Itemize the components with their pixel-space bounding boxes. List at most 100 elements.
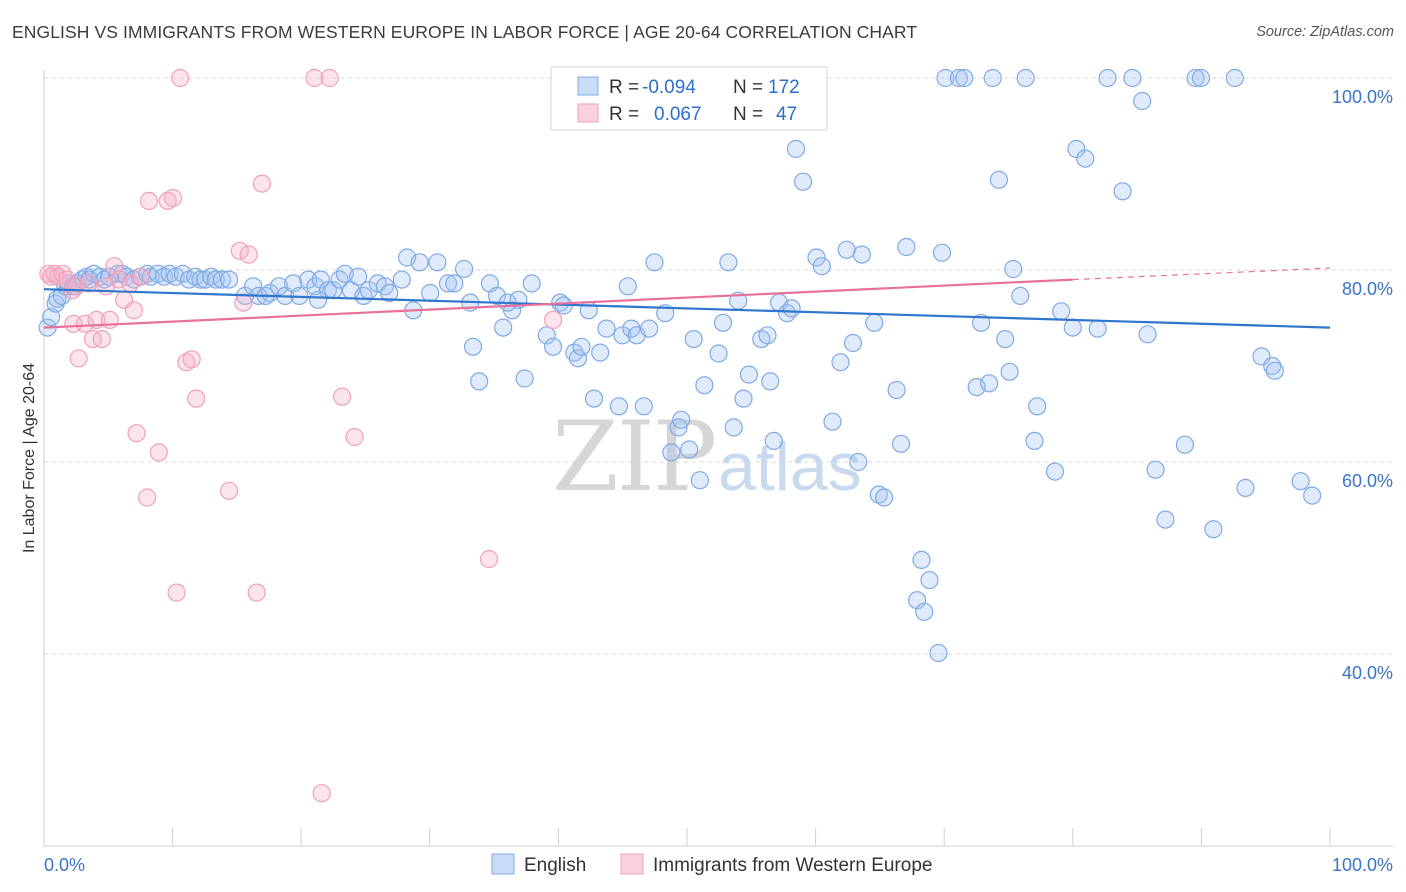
english-point xyxy=(645,253,664,272)
english-point xyxy=(380,283,399,303)
english-point xyxy=(912,550,931,570)
english-point xyxy=(445,274,464,293)
english-point xyxy=(983,68,1002,88)
immigrants-point xyxy=(69,349,88,368)
english-point xyxy=(1186,68,1205,88)
english-point xyxy=(865,313,884,332)
english-point xyxy=(1225,68,1244,88)
english-point xyxy=(823,412,842,431)
english-point xyxy=(786,139,806,159)
english-point xyxy=(949,68,969,88)
english-point xyxy=(929,643,948,663)
english-point xyxy=(470,372,489,391)
legend-top: R = -0.094 N = 172 R = 0.067 N = 47 xyxy=(550,66,828,131)
english-point xyxy=(734,389,753,408)
immigrants-point xyxy=(131,267,151,286)
english-point xyxy=(989,170,1009,189)
immigrants-point xyxy=(345,427,364,447)
immigrants-point xyxy=(543,310,563,329)
data-points xyxy=(38,68,1322,803)
english-point xyxy=(212,270,232,289)
y-axis-label: In Labor Force | Age 20-64 xyxy=(21,363,38,553)
x-tick-label-max: 100.0% xyxy=(1332,855,1393,875)
english-point xyxy=(1133,91,1152,111)
english-point xyxy=(1204,520,1223,539)
legend-english-r-value: -0.094 xyxy=(642,77,696,98)
x-tick-label-min: 0.0% xyxy=(44,855,85,875)
english-point xyxy=(1063,318,1082,337)
english-point xyxy=(1098,68,1117,88)
english-point xyxy=(634,397,653,416)
english-point xyxy=(887,380,906,400)
english-point xyxy=(831,353,850,372)
english-point xyxy=(1076,149,1095,168)
english-point xyxy=(349,267,368,286)
english-point xyxy=(410,253,429,272)
english-point xyxy=(572,337,591,356)
english-point xyxy=(695,376,714,395)
english-point xyxy=(971,313,991,332)
immigrants-point xyxy=(139,191,159,210)
immigrants-point xyxy=(230,241,249,260)
english-point xyxy=(891,434,911,453)
english-point xyxy=(640,319,659,338)
immigrants-trend-extension xyxy=(1072,267,1331,281)
english-point xyxy=(309,290,328,309)
english-point xyxy=(1088,319,1107,338)
english-point xyxy=(837,240,856,259)
english-trend-line xyxy=(43,288,1331,329)
english-point xyxy=(1016,68,1035,88)
english-point xyxy=(1146,460,1165,479)
legend-bottom-english-label: English xyxy=(524,855,586,876)
legend-bottom-english-swatch xyxy=(491,853,515,875)
legend-bottom-immigrants-label: Immigrants from Western Europe xyxy=(653,855,932,876)
english-point xyxy=(672,410,691,429)
immigrants-point xyxy=(105,257,124,276)
english-point xyxy=(206,270,225,289)
english-point xyxy=(1113,182,1132,201)
english-point xyxy=(1138,325,1157,344)
english-point xyxy=(1011,286,1030,305)
english-point xyxy=(1303,486,1322,505)
english-point xyxy=(428,253,447,272)
english-point xyxy=(269,277,289,296)
immigrants-point xyxy=(127,424,146,443)
immigrants-point xyxy=(220,481,239,500)
english-point xyxy=(897,237,916,257)
immigrants-point xyxy=(124,301,143,320)
english-point xyxy=(1191,68,1211,88)
english-point xyxy=(724,418,743,437)
english-point xyxy=(782,299,801,318)
english-point xyxy=(793,172,813,191)
english-point xyxy=(869,485,888,504)
english-point xyxy=(709,344,728,363)
watermark: ZIP atlas xyxy=(552,401,862,513)
english-point xyxy=(584,389,604,408)
english-point xyxy=(487,286,507,305)
english-point xyxy=(979,374,999,393)
english-point xyxy=(299,270,318,289)
english-point xyxy=(543,337,563,356)
english-point xyxy=(807,248,826,267)
english-point xyxy=(739,365,759,384)
immigrants-point xyxy=(171,68,190,88)
english-point xyxy=(1236,478,1255,497)
immigrants-point xyxy=(320,68,339,88)
english-point xyxy=(849,452,868,472)
legend-bottom-immigrants-swatch xyxy=(620,853,644,875)
english-point xyxy=(761,372,780,391)
english-point xyxy=(591,343,610,362)
english-point xyxy=(1028,397,1047,416)
english-point xyxy=(1025,431,1044,450)
english-point xyxy=(1263,356,1282,376)
chart-title: ENGLISH VS IMMIGRANTS FROM WESTERN EUROP… xyxy=(12,22,918,42)
immigrants-point xyxy=(182,350,201,369)
english-point xyxy=(392,270,411,289)
english-point xyxy=(758,326,777,345)
immigrants-point xyxy=(239,245,258,264)
legend-immigrants-n-label: N = xyxy=(733,104,763,125)
english-point xyxy=(920,570,939,590)
english-point xyxy=(618,277,637,296)
legend-immigrants-n-value: 47 xyxy=(776,104,797,125)
english-point xyxy=(1265,361,1284,380)
